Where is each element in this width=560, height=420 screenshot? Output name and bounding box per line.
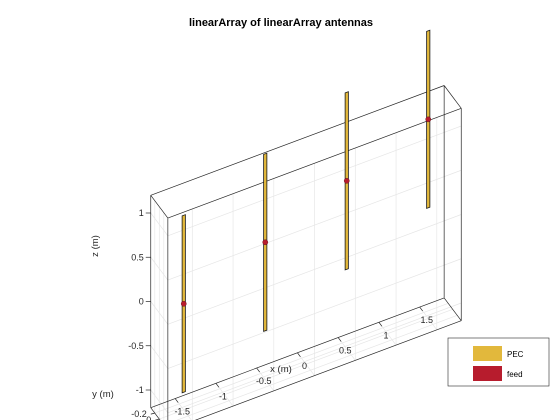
z-tick-label: -1 — [136, 385, 144, 395]
legend-label-feed: feed — [507, 370, 523, 379]
x-tick-mark — [256, 367, 260, 373]
x-tick-label: -1 — [219, 391, 227, 401]
z-tick-label: -0.5 — [128, 341, 144, 351]
grid-line-z-back — [167, 302, 462, 414]
x-tick-label: -0.5 — [256, 376, 272, 386]
z-tick-label: 0 — [139, 297, 144, 307]
element-4-feed — [425, 116, 432, 123]
legend-label-pec: PEC — [507, 350, 524, 359]
x-tick-label: 0 — [302, 361, 307, 371]
x-tick-label: 1 — [383, 330, 388, 340]
grid-line-y-floor — [159, 308, 453, 420]
grid-lines — [150, 117, 462, 420]
legend-swatch-pec — [473, 346, 502, 361]
grid-line-z-back — [167, 169, 462, 281]
antenna-elements — [180, 29, 432, 394]
z-axis-label: z (m) — [90, 235, 101, 257]
x-tick-mark — [337, 337, 342, 342]
element-2-feed — [262, 239, 269, 246]
x-tick-mark — [378, 322, 383, 327]
grid-line-z-back — [167, 258, 462, 369]
x-tick-label: -1.5 — [174, 407, 190, 417]
legend-swatch-feed — [473, 366, 502, 381]
y-tick-mark — [150, 412, 155, 415]
box-edge — [443, 85, 462, 109]
grid-line-y-floor — [154, 302, 449, 414]
x-tick-mark — [297, 352, 301, 358]
x-tick-label: 1.5 — [420, 315, 433, 325]
box-edge — [150, 85, 445, 196]
tick-labels: -1.5-1-0.500.511.5-0.20-1-0.500.51 — [128, 208, 433, 420]
x-tick-mark — [419, 306, 423, 312]
legend: PEC feed — [447, 337, 550, 387]
z-tick-label: 1 — [139, 208, 144, 218]
box-edge — [167, 107, 462, 219]
x-axis-label: x (m) — [270, 364, 292, 375]
z-tick-label: 0.5 — [131, 252, 144, 262]
box-edges — [150, 85, 462, 420]
grid-line-z-back — [167, 125, 462, 237]
x-tick-mark — [215, 383, 220, 388]
grid-line-y-floor — [176, 314, 458, 420]
x-tick-label: 0.5 — [339, 346, 352, 356]
element-3-feed — [343, 177, 350, 184]
box-edge — [443, 297, 462, 321]
x-tick-mark — [174, 398, 179, 403]
grid-line-z-back — [167, 214, 462, 325]
box-edge — [150, 195, 169, 219]
y-tick-label: 0 — [146, 415, 151, 420]
element-1-feed — [180, 300, 187, 307]
y-axis-label: y (m) — [92, 389, 114, 400]
chart-title: linearArray of linearArray antennas — [189, 17, 373, 29]
box-edge — [194, 320, 462, 420]
y-tick-label: -0.2 — [131, 409, 147, 419]
